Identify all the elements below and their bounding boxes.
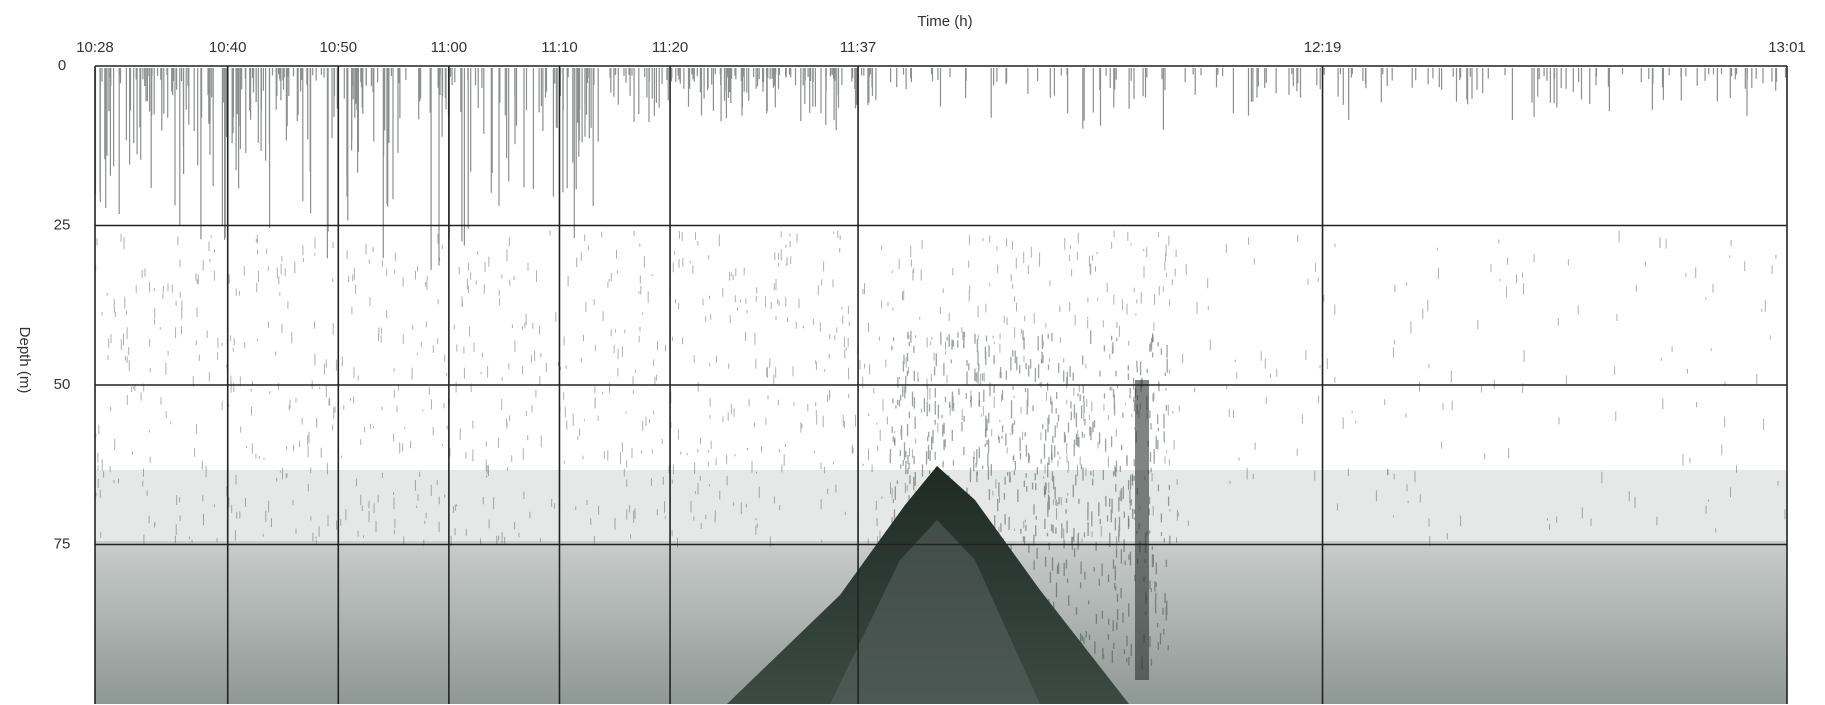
echogram-background xyxy=(94,68,1787,704)
x-axis-title: Time (h) xyxy=(917,13,972,30)
scatter-echo xyxy=(94,230,1786,549)
x-tick-label: 11:00 xyxy=(431,39,467,56)
x-tick-label: 11:37 xyxy=(840,39,876,56)
x-tick-label: 10:40 xyxy=(209,39,247,56)
y-axis-title: Depth (m) xyxy=(16,327,33,394)
y-tick-label: 50 xyxy=(54,376,71,393)
x-tick-label: 11:10 xyxy=(541,39,577,56)
y-tick-label: 0 xyxy=(58,57,66,74)
bottom-streak xyxy=(1135,380,1149,680)
x-tick-label: 11:20 xyxy=(652,39,688,56)
surface-echo xyxy=(94,68,1787,270)
seamount-inner xyxy=(830,520,1040,704)
y-tick-label: 25 xyxy=(54,216,71,233)
x-tick-label: 13:01 xyxy=(1768,39,1806,56)
y-tick-label: 75 xyxy=(54,535,71,552)
x-tick-label: 12:19 xyxy=(1304,39,1342,56)
x-tick-label: 10:28 xyxy=(76,39,114,56)
x-tick-label: 10:50 xyxy=(320,39,358,56)
axes: 0 25 50 75 10:28 10:40 10:50 11:00 11:10 11:20 11:… xyxy=(54,39,1806,704)
